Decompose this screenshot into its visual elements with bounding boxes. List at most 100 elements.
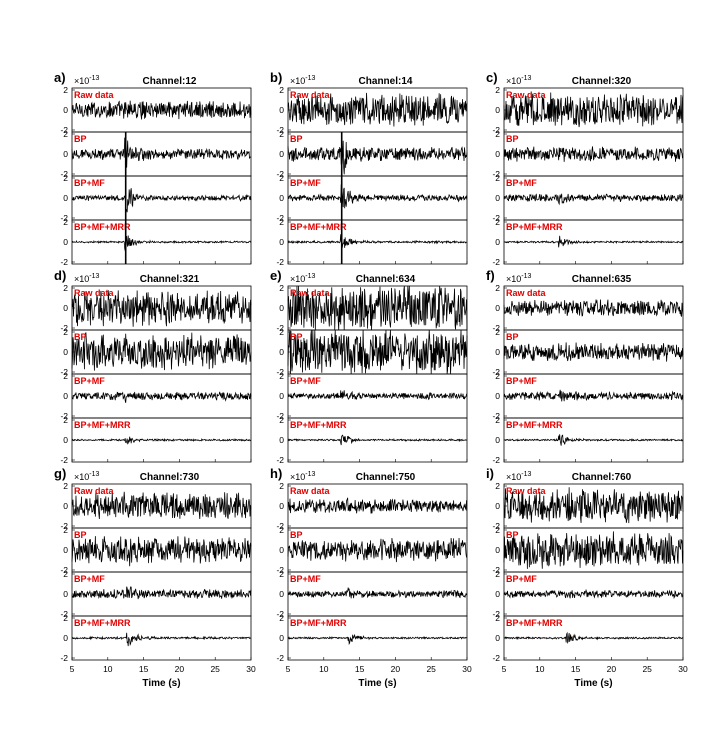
y-tick-label: 0 xyxy=(495,435,500,445)
trace-3 xyxy=(503,588,684,600)
y-tick-label: -2 xyxy=(60,323,68,333)
y-tick-label: 2 xyxy=(279,415,284,425)
y-tick-label: 2 xyxy=(63,85,68,95)
y-tick-label: -2 xyxy=(60,521,68,531)
y-tick-label: 0 xyxy=(495,105,500,115)
y-tick-label: -2 xyxy=(492,257,500,267)
series-label: BP+MF+MRR xyxy=(506,222,563,232)
series-label: Raw data xyxy=(290,90,331,100)
trace-3 xyxy=(287,587,468,599)
y-tick-label: -2 xyxy=(60,565,68,575)
series-label: BP+MF+MRR xyxy=(290,222,347,232)
y-tick-label: 2 xyxy=(279,173,284,183)
y-tick-label: 0 xyxy=(63,105,68,115)
x-tick-label: 15 xyxy=(139,664,149,674)
y-tick-label: -2 xyxy=(276,323,284,333)
y-tick-label: 0 xyxy=(63,237,68,247)
y-tick-label: -2 xyxy=(492,169,500,179)
series-label: BP+MF+MRR xyxy=(290,420,347,430)
y-tick-label: -2 xyxy=(492,411,500,421)
series-label: BP+MF xyxy=(506,178,537,188)
y-tick-label: -2 xyxy=(60,257,68,267)
series-label: BP+MF+MRR xyxy=(290,618,347,628)
y-tick-label: -2 xyxy=(492,213,500,223)
series-label: BP+MF+MRR xyxy=(74,618,131,628)
y-tick-label: -2 xyxy=(492,565,500,575)
y-tick-label: 2 xyxy=(495,371,500,381)
y-tick-label: 0 xyxy=(63,347,68,357)
x-tick-label: 30 xyxy=(678,664,688,674)
trace-2 xyxy=(503,531,684,569)
y-tick-label: -2 xyxy=(60,653,68,663)
trace-4 xyxy=(71,632,252,647)
y-tick-label: 2 xyxy=(63,129,68,139)
x-axis-label: Time (s) xyxy=(142,678,180,689)
series-label: BP+MF xyxy=(290,574,321,584)
y-tick-label: -2 xyxy=(492,367,500,377)
y-tick-label: -2 xyxy=(276,213,284,223)
series-label: BP+MF xyxy=(290,178,321,188)
trace-4 xyxy=(287,234,468,251)
scale-label: ×10-13 xyxy=(290,75,316,86)
y-tick-label: -2 xyxy=(60,367,68,377)
x-tick-label: 25 xyxy=(210,664,220,674)
channel-title: Channel:634 xyxy=(356,274,416,285)
series-label: Raw data xyxy=(290,486,331,496)
y-tick-label: -2 xyxy=(492,455,500,465)
trace-2 xyxy=(71,137,252,176)
y-tick-label: -2 xyxy=(276,169,284,179)
series-label: BP xyxy=(74,332,87,342)
y-tick-label: -2 xyxy=(60,455,68,465)
trace-1 xyxy=(287,497,468,514)
y-tick-label: 0 xyxy=(63,589,68,599)
trace-2 xyxy=(287,329,468,375)
y-tick-label: 2 xyxy=(495,129,500,139)
trace-1 xyxy=(503,92,684,128)
series-label: Raw data xyxy=(74,288,115,298)
panel-letter-b: b) xyxy=(270,70,282,85)
y-tick-label: -2 xyxy=(60,125,68,135)
y-tick-label: -2 xyxy=(276,521,284,531)
panel-letter-d: d) xyxy=(54,268,66,283)
y-tick-label: 2 xyxy=(279,217,284,227)
scale-label: ×10-13 xyxy=(74,75,100,86)
x-tick-label: 5 xyxy=(70,664,75,674)
y-tick-label: -2 xyxy=(492,323,500,333)
scale-label: ×10-13 xyxy=(506,273,532,284)
y-tick-label: 2 xyxy=(63,173,68,183)
channel-title: Channel:635 xyxy=(572,274,632,285)
trace-2 xyxy=(71,536,252,567)
x-tick-label: 20 xyxy=(175,664,185,674)
trace-3 xyxy=(71,188,252,213)
series-label: BP xyxy=(290,530,303,540)
y-tick-label: 2 xyxy=(63,283,68,293)
series-label: BP+MF+MRR xyxy=(506,420,563,430)
scale-label: ×10-13 xyxy=(506,75,532,86)
y-tick-label: 0 xyxy=(63,633,68,643)
channel-title: Channel:12 xyxy=(143,76,197,87)
y-tick-label: 2 xyxy=(495,569,500,579)
trace-3 xyxy=(287,184,468,209)
panel-letter-c: c) xyxy=(486,70,498,85)
y-tick-label: 2 xyxy=(495,85,500,95)
trace-2 xyxy=(503,342,684,362)
series-label: BP xyxy=(506,530,519,540)
y-tick-label: 2 xyxy=(495,525,500,535)
y-tick-label: -2 xyxy=(276,411,284,421)
x-tick-label: 15 xyxy=(355,664,365,674)
series-label: Raw data xyxy=(506,288,547,298)
y-tick-label: 0 xyxy=(279,347,284,357)
y-tick-label: 2 xyxy=(279,569,284,579)
y-tick-label: -2 xyxy=(492,125,500,135)
series-label: BP+MF xyxy=(74,376,105,386)
series-label: BP+MF xyxy=(506,574,537,584)
y-tick-label: 0 xyxy=(495,237,500,247)
series-label: BP+MF+MRR xyxy=(74,222,131,232)
y-tick-label: 2 xyxy=(63,569,68,579)
y-tick-label: 0 xyxy=(495,391,500,401)
scale-label: ×10-13 xyxy=(74,471,100,482)
y-tick-label: 0 xyxy=(63,435,68,445)
y-tick-label: 2 xyxy=(63,415,68,425)
channel-title: Channel:750 xyxy=(356,472,416,483)
panel-letter-g: g) xyxy=(54,466,66,481)
